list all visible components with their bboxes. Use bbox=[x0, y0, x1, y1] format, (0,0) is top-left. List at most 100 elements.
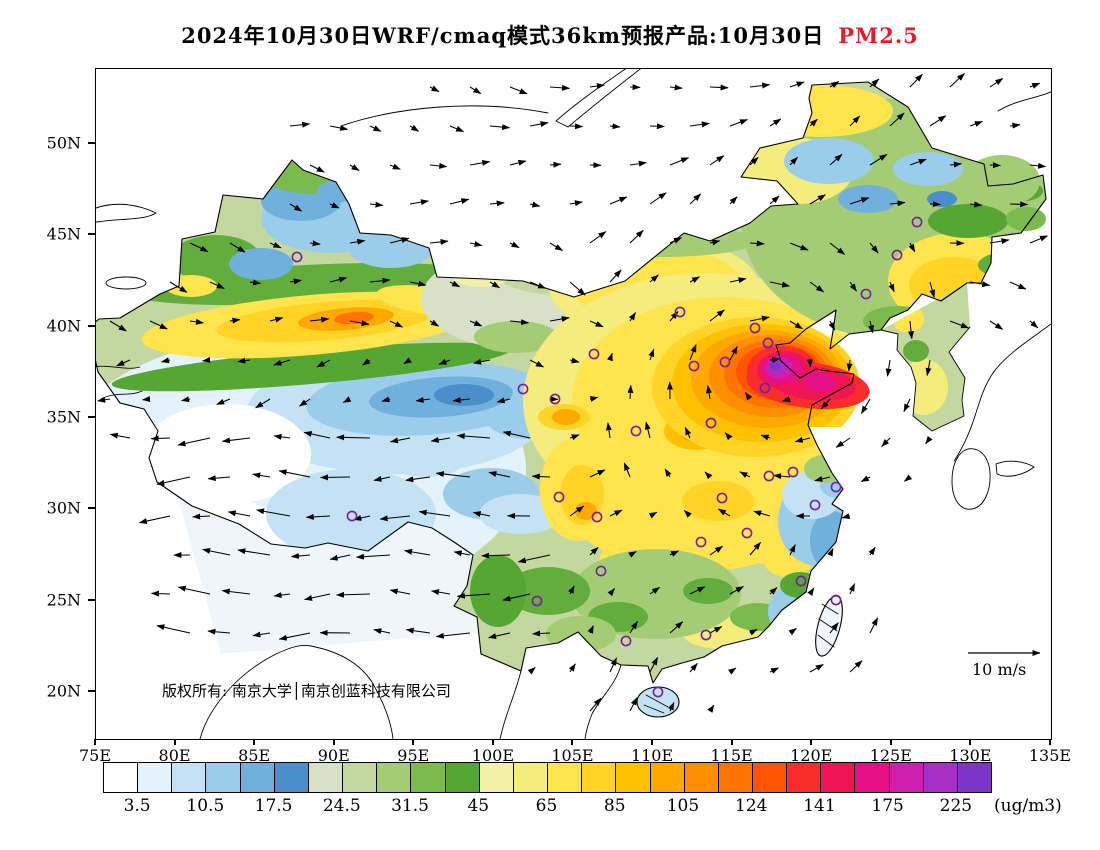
colorbar-cell bbox=[752, 763, 788, 792]
city-marker-circle bbox=[705, 417, 717, 429]
wind-arrow bbox=[435, 632, 471, 639]
x-axis-tick-label: 130E bbox=[949, 746, 992, 765]
wind-arrow bbox=[848, 583, 856, 595]
x-axis-tick-mark bbox=[94, 739, 96, 745]
wind-arrow bbox=[929, 201, 941, 208]
wind-arrow bbox=[627, 384, 634, 400]
wind-arrow bbox=[489, 281, 500, 289]
colorbar-cell bbox=[616, 763, 651, 792]
wind-arrow bbox=[202, 357, 211, 363]
wind-arrow bbox=[609, 509, 623, 517]
wind-arrow bbox=[1009, 281, 1027, 290]
wind-arrow bbox=[278, 469, 311, 478]
wind-arrow bbox=[704, 471, 713, 480]
x-axis-tick-mark bbox=[173, 739, 176, 745]
wind-arrow bbox=[828, 320, 836, 331]
colorbar-tick-label: 3.5 bbox=[123, 796, 151, 816]
x-axis-tick-mark bbox=[332, 739, 335, 745]
wind-arrow bbox=[669, 84, 683, 91]
korea-coast bbox=[880, 326, 971, 432]
wind-arrow bbox=[760, 434, 771, 441]
wind-arrow bbox=[116, 359, 131, 367]
wind-arrow bbox=[329, 202, 340, 209]
x-axis-tick-label: 90E bbox=[317, 746, 350, 765]
wind-arrow bbox=[729, 277, 747, 284]
wind-arrow bbox=[607, 588, 616, 597]
x-axis-tick-label: 95E bbox=[397, 746, 430, 765]
wind-arrow bbox=[820, 398, 831, 410]
wind-arrow bbox=[1029, 162, 1047, 169]
wind-arrow bbox=[255, 398, 271, 409]
city-marker-circle bbox=[860, 288, 872, 300]
lake-issyk-kul bbox=[105, 276, 147, 290]
wind-arrow bbox=[929, 115, 947, 127]
colorbar-cell bbox=[957, 763, 992, 792]
colorbar-cell bbox=[479, 763, 514, 792]
colorbar-tick-label: 17.5 bbox=[254, 796, 293, 816]
city-marker-circle bbox=[588, 348, 600, 360]
wind-arrow bbox=[729, 119, 748, 127]
city-marker-circle bbox=[620, 635, 632, 647]
wind-arrow bbox=[846, 359, 853, 372]
colorbar-tick-label: 124 bbox=[734, 796, 768, 816]
wind-arrow bbox=[309, 164, 325, 173]
wind-arrow bbox=[969, 281, 991, 288]
wind-arrow bbox=[749, 82, 771, 89]
wind-arrow bbox=[869, 78, 880, 88]
wind-arrow bbox=[789, 81, 805, 88]
figure-title: 2024年10月30日WRF/cmaq模式36km预报产品:10月30日 PM2.… bbox=[0, 20, 1100, 50]
wind-arrow bbox=[291, 553, 311, 560]
field-primorye bbox=[964, 155, 1040, 207]
city-marker-circle bbox=[891, 249, 903, 261]
wind-arrow bbox=[849, 660, 863, 673]
wind-arrow bbox=[369, 125, 382, 132]
wind-arrow bbox=[789, 242, 809, 251]
japan-honshu-coast bbox=[953, 323, 1051, 462]
mongolia-russia-border bbox=[340, 105, 549, 127]
colorbar-tick-label: 10.5 bbox=[186, 796, 225, 816]
wind-arrow bbox=[336, 434, 371, 441]
wind-arrow bbox=[356, 553, 391, 560]
wind-arrow bbox=[273, 592, 291, 599]
city-marker-circle bbox=[830, 594, 842, 606]
y-axis-tick-mark bbox=[88, 415, 95, 418]
wind-arrow bbox=[150, 435, 171, 442]
city-marker-circle bbox=[346, 510, 358, 522]
wind-arrow bbox=[749, 315, 770, 322]
wind-arrow bbox=[628, 551, 637, 558]
colorbar-cell bbox=[138, 763, 173, 792]
y-axis-tick-label: 50N bbox=[46, 133, 81, 153]
wind-arrow bbox=[868, 320, 874, 334]
china-pm25-map: 10 m/s 版权所有: 南京大学│南京创蓝科技有限公司 bbox=[96, 69, 1051, 739]
wind-arrow bbox=[529, 281, 546, 289]
colorbar-tick-label: 31.5 bbox=[391, 796, 429, 816]
wind-arrow bbox=[689, 586, 706, 595]
wind-arrow bbox=[773, 473, 791, 480]
colorbar-cell bbox=[889, 763, 924, 792]
wind-arrow bbox=[429, 162, 448, 169]
wind-arrow bbox=[449, 125, 465, 133]
x-axis-tick-label: 110E bbox=[630, 746, 674, 765]
wind-arrow bbox=[415, 396, 431, 403]
wind-arrow bbox=[192, 513, 211, 520]
city-marker-circle bbox=[517, 383, 529, 395]
city-marker-circle bbox=[787, 466, 799, 478]
wind-arrow bbox=[349, 320, 370, 327]
wind-arrow bbox=[689, 276, 700, 283]
city-marker-circle bbox=[688, 360, 700, 372]
wind-arrow bbox=[149, 320, 168, 330]
wind-arrow bbox=[589, 547, 599, 556]
wind-arrow bbox=[405, 476, 431, 483]
wind-arrow bbox=[569, 281, 586, 296]
wind-arrow bbox=[97, 396, 111, 403]
wind-arrow bbox=[841, 513, 851, 520]
x-axis-tick-mark bbox=[491, 739, 494, 745]
city-marker-circle bbox=[549, 393, 561, 405]
wind-arrow bbox=[342, 396, 352, 403]
wind-arrow bbox=[309, 240, 321, 247]
colorbar-cell bbox=[718, 763, 753, 792]
wind-arrow bbox=[969, 201, 983, 208]
wind-arrow bbox=[473, 358, 491, 365]
wind-arrow bbox=[709, 84, 729, 91]
colorbar-tick-label: 175 bbox=[871, 796, 904, 816]
